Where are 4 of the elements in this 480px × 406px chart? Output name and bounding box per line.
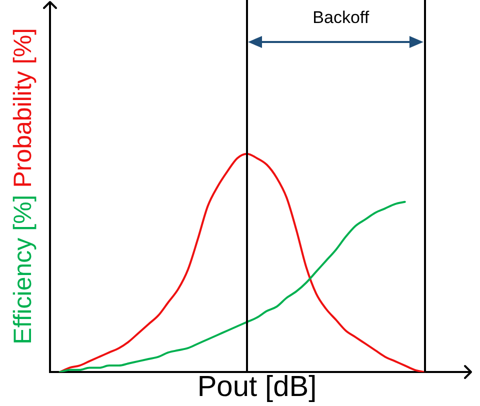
text: Backoff: [312, 8, 370, 28]
x-axis-title: Pout [dB]: [197, 371, 317, 404]
text: Efficiency [%]: [9, 194, 37, 344]
text: Probability [%]: [9, 28, 37, 188]
